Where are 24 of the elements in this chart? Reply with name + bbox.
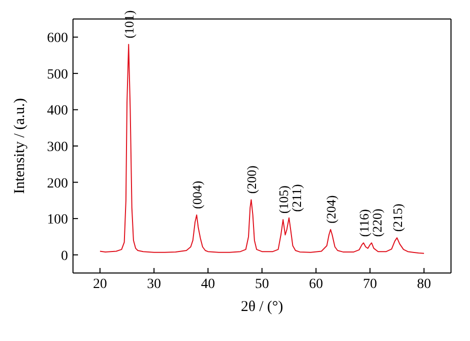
x-tick-label: 80: [417, 276, 431, 292]
x-tick-label: 60: [309, 276, 323, 292]
annotation: (204): [323, 195, 338, 224]
y-tick-label: 200: [47, 176, 68, 192]
y-tick-label: 300: [47, 140, 68, 155]
y-tick-label: 0: [61, 248, 68, 264]
annotation: (101): [121, 10, 136, 38]
x-tick-label: 30: [147, 276, 161, 292]
y-tick-label: 600: [47, 31, 68, 46]
y-tick-label: 400: [47, 104, 68, 119]
x-tick-label: 20: [93, 276, 107, 292]
y-tick-label: 500: [47, 67, 68, 82]
x-tick-label: 70: [363, 276, 377, 292]
annotation: (116): [356, 209, 372, 237]
y-tick-label: 100: [47, 212, 68, 228]
annotation: (004): [189, 180, 204, 209]
x-axis-title: 2θ / (°): [240, 299, 284, 315]
annotation: (200): [244, 166, 259, 194]
annotation: (215): [390, 204, 404, 232]
line-series: [100, 44, 424, 254]
x-tick-label: 40: [201, 276, 215, 292]
x-tick-label: 50: [255, 276, 269, 292]
annotation: (105): [276, 185, 291, 214]
y-axis-title: Intensity / (a.u.): [12, 98, 28, 194]
